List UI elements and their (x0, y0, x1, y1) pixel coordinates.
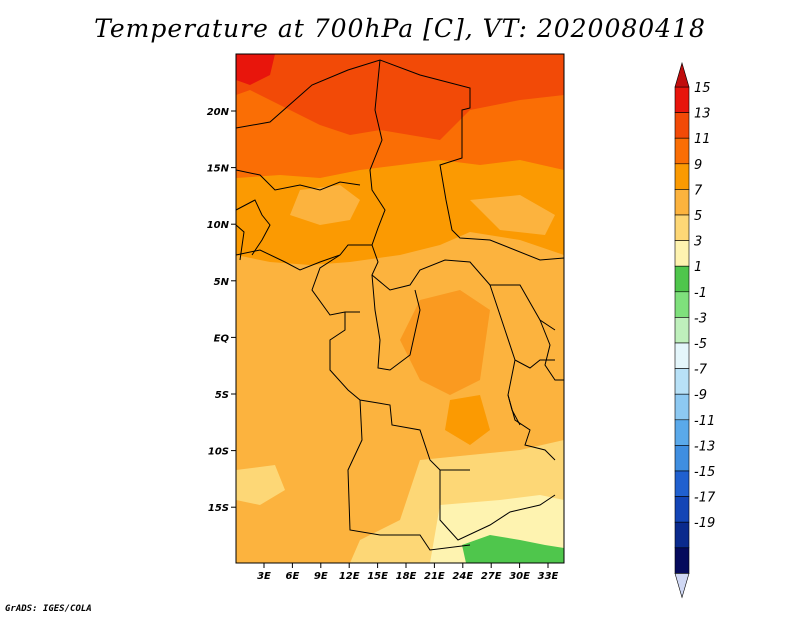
field-9-11-centre (400, 290, 490, 395)
lon-tick-label: 3E (257, 571, 271, 582)
colorbar-segment (674, 368, 690, 395)
field-7-9-pocket-b (470, 195, 555, 235)
colorbar-segment (674, 419, 690, 446)
colorbar-bottom-arrow (674, 573, 690, 599)
colorbar-label: 5 (694, 209, 702, 224)
colorbar-top-arrow (674, 61, 690, 88)
field-1-3 (462, 535, 564, 563)
lat-tick-label: 10N (207, 220, 230, 231)
lon-tick-label: 33E (538, 571, 559, 582)
colorbar-segment (674, 342, 690, 369)
map-frame (235, 53, 565, 564)
chart-title: Temperature at 700hPa [C], VT: 202008041… (94, 14, 706, 43)
colorbar-label: -19 (694, 516, 715, 531)
colorbar-label: -7 (694, 363, 708, 378)
lon-tick-label: 6E (286, 571, 300, 582)
lon-tick-label: 9E (314, 571, 328, 582)
lat-tick-label: EQ (214, 333, 230, 344)
lat-tick-label: 5S (215, 390, 229, 401)
colorbar-label: 3 (694, 235, 702, 250)
colorbar-label: 7 (694, 183, 703, 198)
country-borders (236, 59, 564, 551)
colorbar-segment (674, 496, 690, 523)
colorbar-label: -1 (694, 286, 707, 301)
colorbar-label: -15 (694, 465, 715, 480)
lon-tick-label: 27E (481, 571, 502, 582)
field-13-15 (236, 54, 564, 140)
latitude-axis: 20N 15N 10N 5N EQ 5S 10S 15S (207, 107, 236, 514)
colorbar-label: 11 (694, 132, 711, 147)
lon-tick-label: 18E (396, 571, 417, 582)
colorbar-segment (674, 547, 690, 574)
colorbar-segment (674, 317, 690, 344)
colorbar-segment (674, 470, 690, 497)
field-9-11-south (445, 395, 490, 445)
lat-tick-label: 15S (208, 503, 229, 514)
colorbar-segment (674, 393, 690, 421)
colorbar-label: -5 (694, 337, 707, 352)
temperature-field (236, 54, 564, 563)
colorbar-segment (674, 521, 690, 549)
colorbar-label: 1 (694, 260, 702, 275)
colorbar-label: 9 (694, 158, 702, 173)
colorbar-segment (674, 86, 690, 113)
colorbar-label: -11 (694, 414, 715, 429)
colorbar: 15 13 11 9 7 5 3 1 -1 -3 -5 -7 -9 -11 -13 -15 -17 -19 (674, 61, 716, 599)
colorbar-segment (674, 214, 690, 241)
colorbar-segment (674, 137, 690, 165)
colorbar-segment (674, 240, 690, 267)
colorbar-label: -9 (694, 388, 707, 403)
colorbar-segment (674, 445, 690, 472)
field-5-7-west (236, 465, 285, 505)
lat-tick-label: 5N (214, 277, 230, 288)
lat-tick-label: 20N (207, 107, 230, 118)
colorbar-label: -3 (694, 311, 707, 326)
lon-tick-label: 30E (509, 571, 530, 582)
colorbar-segment (674, 265, 690, 293)
colorbar-segment (674, 112, 690, 139)
colorbar-label: -17 (694, 491, 716, 506)
lat-tick-label: 10S (208, 447, 229, 458)
colorbar-label: 15 (694, 81, 711, 96)
colorbar-label: -13 (694, 439, 715, 454)
colorbar-segment (674, 189, 690, 216)
colorbar-label: 13 (694, 107, 711, 122)
lat-tick-label: 15N (207, 164, 230, 175)
grads-credit: GrADS: IGES/COLA (5, 604, 92, 614)
colorbar-segment (674, 163, 690, 190)
field-7-9-pocket-a (290, 185, 360, 225)
longitude-axis: 3E 6E 9E 12E 15E 18E 21E 24E 27E 30E 33E (257, 563, 559, 582)
lon-tick-label: 24E (452, 571, 473, 582)
field-15-plus (236, 54, 275, 85)
lon-tick-label: 21E (424, 571, 445, 582)
colorbar-segment (674, 291, 690, 318)
lon-tick-label: 15E (367, 571, 388, 582)
lon-tick-label: 12E (339, 571, 360, 582)
